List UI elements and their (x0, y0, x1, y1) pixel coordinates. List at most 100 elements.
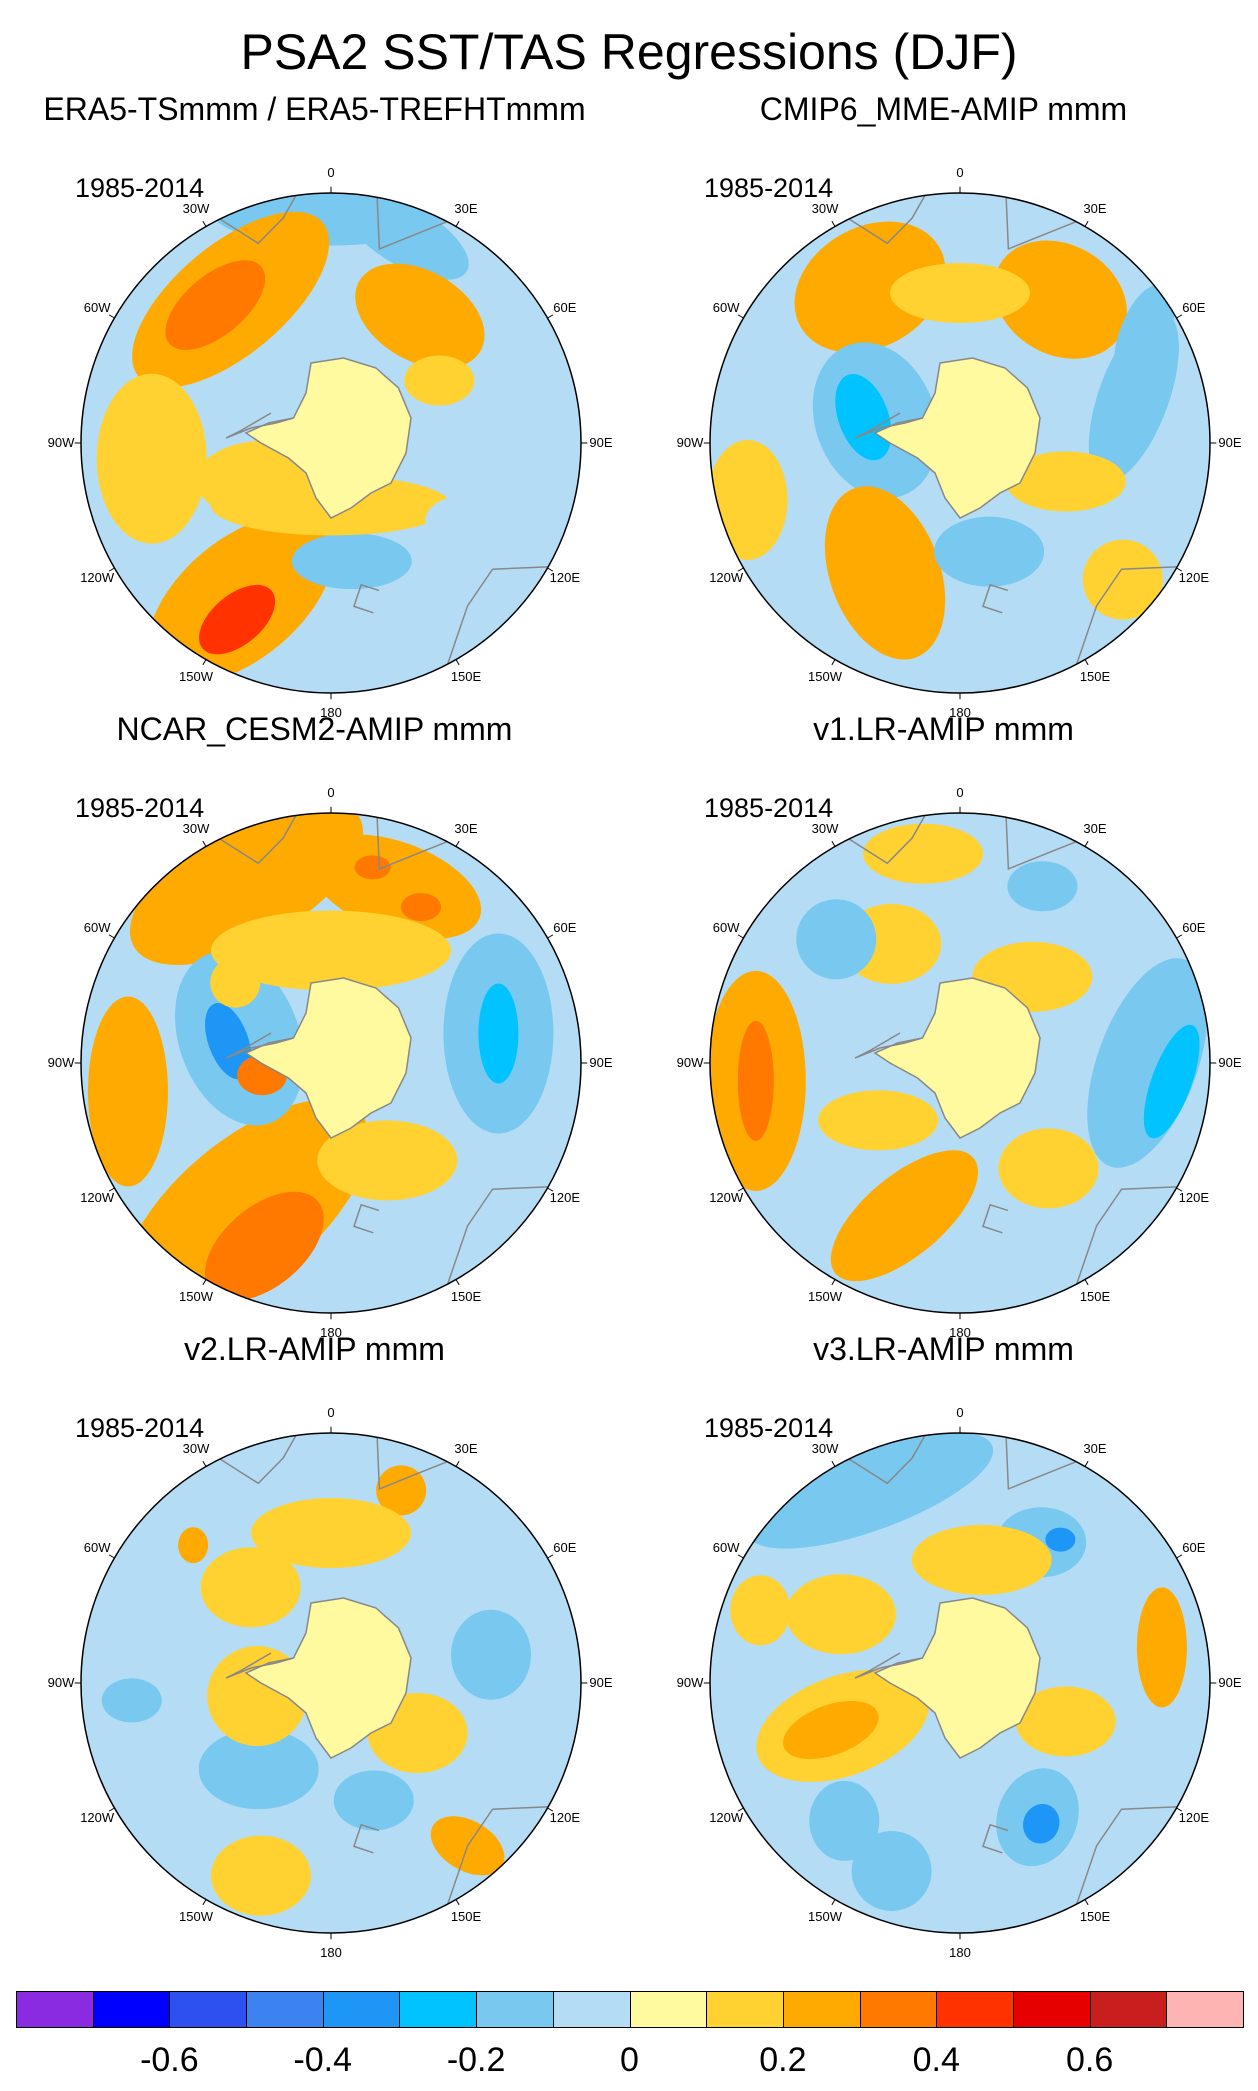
coastline-2 (375, 1433, 463, 1491)
map-panel-6: v3.LR-AMIP mmm 1985-2014 0 30E 60E 90E 120E 150… (629, 1331, 1258, 1975)
longitude-label: 150W (808, 668, 842, 684)
longitude-tick (455, 1279, 460, 1286)
longitude-tick (455, 1899, 460, 1906)
longitude-tick (547, 1554, 554, 1559)
longitude-label: 60W (712, 1540, 740, 1555)
longitude-label: 90E (1218, 435, 1242, 450)
coastline-1 (207, 813, 305, 865)
longitude-label: 0 (327, 165, 335, 180)
coastline-1 (207, 1433, 305, 1485)
longitude-tick (1084, 1279, 1089, 1286)
longitude-label: 30E (1083, 1441, 1107, 1457)
field-anomaly-10 (998, 1128, 1099, 1209)
field-anomaly-9 (291, 533, 412, 590)
longitude-label: 150E (1079, 668, 1111, 684)
coastline-3 (441, 1805, 563, 1922)
field-anomaly-2 (737, 1020, 774, 1141)
panel-title: ERA5-TSmmm / ERA5-TREFHTmmm (43, 91, 586, 127)
longitude-label: 0 (956, 1405, 964, 1420)
longitude-label: 150W (179, 668, 213, 684)
field-anomaly-3 (830, 1150, 979, 1282)
peninsula-coastline (854, 1032, 923, 1059)
longitude-label: 180 (320, 1945, 342, 1960)
longitude-tick (455, 1460, 460, 1467)
polar-map (74, 186, 588, 700)
longitude-label: 0 (327, 1405, 335, 1420)
field-anomaly-2 (993, 240, 1127, 359)
longitude-label: 150E (450, 1288, 482, 1304)
polar-map (703, 186, 1217, 700)
longitude-tick (737, 567, 744, 572)
colorbar-cell (1166, 1991, 1244, 2028)
map-panel-2: CMIP6_MME-AMIP mmm 1985-2014 0 30E 60E 90E 120… (629, 91, 1258, 735)
field-anomaly-15 (210, 957, 261, 1008)
longitude-tick (202, 220, 207, 227)
field-anomaly-7 (198, 1729, 319, 1810)
field-anomaly-9 (251, 1498, 411, 1568)
field-anomaly-6 (210, 1835, 311, 1916)
colorbar-cell (246, 1991, 324, 2028)
polar-map (74, 806, 588, 1320)
longitude-label: 90W (47, 1675, 75, 1690)
longitude-label: 60E (1182, 920, 1206, 935)
map-panel-5: v2.LR-AMIP mmm 1985-2014 0 30E 60E 90E 120E 150… (0, 1331, 629, 1975)
longitude-tick (108, 1187, 115, 1192)
colorbar (16, 1991, 1244, 2028)
panel-title: v2.LR-AMIP mmm (184, 1331, 445, 1367)
field-anomaly-8 (1007, 861, 1078, 912)
colorbar-cell (629, 1991, 708, 2028)
longitude-label: 30W (182, 201, 210, 217)
longitude-label: 150W (179, 1908, 213, 1924)
colorbar-cell (92, 1991, 171, 2028)
longitude-tick (455, 840, 460, 847)
coastline-4 (353, 1823, 380, 1854)
antarctica-coastline (244, 357, 412, 519)
longitude-label: 150E (1079, 1908, 1111, 1924)
field-anomaly-11 (809, 1780, 880, 1861)
field-anomaly-12 (425, 495, 506, 546)
panel-period: 1985-2014 (704, 1413, 834, 1443)
longitude-label: 30W (182, 821, 210, 837)
field-anomaly-8 (934, 516, 1045, 587)
antarctica-coastline (873, 977, 1041, 1139)
longitude-label: 30E (454, 821, 478, 837)
field-anomaly-11 (890, 263, 1030, 323)
longitude-label: 150E (450, 1908, 482, 1924)
longitude-label: 30W (811, 201, 839, 217)
field-anomaly-9 (863, 823, 984, 884)
longitude-label: 120W (80, 1190, 115, 1205)
colorbar-label: 0 (620, 2041, 639, 2079)
longitude-label: 120W (709, 1810, 744, 1825)
longitude-tick (1084, 1899, 1089, 1906)
coastline-4 (353, 1203, 380, 1234)
longitude-label: 60W (83, 300, 111, 315)
longitude-label: 150W (808, 1908, 842, 1924)
figure-title: PSA2 SST/TAS Regressions (DJF) (240, 24, 1018, 80)
longitude-tick (547, 1187, 554, 1192)
coastline-1 (836, 193, 934, 245)
antarctica-coastline (244, 977, 412, 1139)
longitude-tick (737, 934, 744, 939)
longitude-tick (737, 1187, 744, 1192)
field-anomaly-6 (96, 373, 207, 544)
coastline-1 (207, 193, 305, 245)
longitude-tick (1176, 567, 1183, 572)
colorbar-cell (1089, 1991, 1168, 2028)
polar-map (703, 1426, 1217, 1940)
coastline-3 (1070, 1185, 1192, 1302)
field-anomaly-5 (796, 899, 877, 980)
colorbar-cell (16, 1991, 94, 2028)
longitude-label: 90E (1218, 1055, 1242, 1070)
coastline-2 (1004, 813, 1092, 871)
panel-period: 1985-2014 (75, 793, 205, 823)
longitude-label: 120W (80, 1810, 115, 1825)
colorbar-label: 0.4 (912, 2041, 960, 2079)
colorbar-label: 0.6 (1065, 2041, 1114, 2079)
longitude-label: 30E (454, 1441, 478, 1457)
antarctica-coastline (873, 357, 1041, 519)
colorbar-cell (936, 1991, 1014, 2028)
field-anomaly-1 (747, 1433, 994, 1549)
longitude-label: 60E (553, 1540, 577, 1555)
longitude-label: 150W (808, 1288, 842, 1304)
field-anomaly-9 (710, 439, 788, 560)
